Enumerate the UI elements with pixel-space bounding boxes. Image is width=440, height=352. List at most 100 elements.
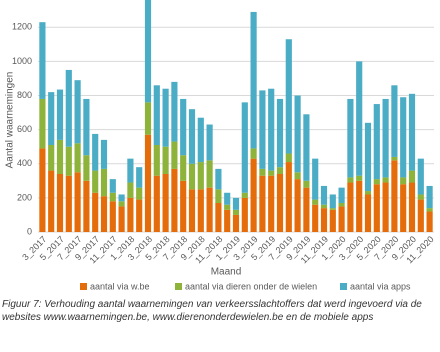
bar-segment (408, 170, 416, 183)
bar-segment (268, 175, 275, 232)
bar-segment (162, 146, 169, 174)
bar-segment (241, 102, 248, 193)
bar-segment (400, 97, 407, 178)
bar-segment (373, 179, 380, 185)
bar-segment (144, 102, 152, 135)
y-tick-label: 600 (17, 124, 32, 134)
bar-segment (136, 199, 143, 232)
bar-segment (188, 189, 196, 232)
bar-segment (356, 61, 363, 176)
bar-segment (382, 98, 389, 178)
bar-segment (391, 85, 398, 157)
bar-segment (347, 98, 354, 178)
bar-segment (329, 209, 336, 232)
bar-segment (180, 155, 187, 181)
bar-segment (56, 139, 64, 174)
chart: Aantal waarnemingen Maand 0 200 400 600 800 1… (5, 0, 436, 291)
bar-segment (276, 174, 284, 232)
bar-segment (118, 206, 125, 232)
bar-segment (303, 180, 310, 188)
bar-segment (294, 172, 301, 180)
bar-segment (100, 168, 108, 197)
bar-segment (232, 209, 240, 215)
bar-segment (329, 208, 336, 210)
bar-segment (215, 168, 222, 190)
bar-segment (188, 163, 196, 190)
bar-segment (364, 194, 372, 232)
bar-segment (48, 145, 55, 171)
bar-segment (188, 109, 196, 164)
bar-segment (153, 175, 160, 232)
bar-segment (83, 180, 90, 232)
bar-segment (100, 196, 108, 232)
bar-segment (162, 88, 169, 147)
bar-segment (74, 172, 81, 232)
bar-segment (224, 192, 231, 205)
bar-segment (206, 160, 213, 188)
bar-segment (92, 192, 99, 232)
bar-segment (320, 208, 328, 232)
bar-segment (224, 209, 231, 232)
bar-segment (74, 80, 81, 144)
bar-segment (127, 197, 134, 232)
bar-segment (426, 211, 433, 232)
bar-segment (312, 204, 319, 232)
bar-segment (109, 192, 116, 202)
bar-segment (65, 69, 72, 147)
bar-segment (109, 179, 116, 193)
bar-segment (180, 180, 187, 232)
bar-segment (294, 179, 301, 232)
legend-label: aantal via apps (350, 281, 411, 291)
bar-segment (338, 187, 345, 203)
bar-segment (259, 175, 266, 232)
bar-segment (408, 93, 416, 171)
bar-segment (197, 162, 204, 190)
bar-segment (329, 194, 336, 209)
bar-segment (250, 148, 257, 159)
bar-segment (56, 174, 64, 232)
bar-segment (276, 98, 284, 168)
bar-segment (118, 201, 125, 207)
bar-segment (373, 184, 380, 232)
bar-segment (136, 187, 143, 200)
bar-segment (347, 177, 354, 183)
bar-segment (65, 146, 72, 176)
legend-label: aantal via dieren onder de wielen (185, 281, 317, 291)
bar-segment (382, 182, 389, 232)
bar-segment (83, 98, 90, 156)
x-axis-title: Maand (211, 267, 242, 278)
bar-segment (144, 0, 152, 103)
bar-segment (391, 160, 398, 232)
bar-segment (259, 90, 266, 169)
bar-segment (224, 204, 231, 210)
bar-segment (285, 153, 292, 163)
bar-segment (408, 182, 416, 232)
bar-segment (356, 175, 363, 181)
bar-segment (39, 98, 46, 149)
bar-segment (127, 158, 134, 183)
bar-segment (382, 177, 389, 183)
bar-segment (153, 85, 160, 145)
bar-segment (215, 203, 222, 232)
bar-segment (127, 182, 134, 198)
bar-segment (48, 92, 55, 145)
bar-segment (171, 141, 178, 169)
bar-segment (426, 208, 433, 212)
legend-swatch (80, 283, 87, 290)
bar-segment (356, 180, 363, 232)
y-tick-label: 1000 (12, 56, 32, 66)
bar-segment (364, 122, 372, 192)
bar-segment (259, 168, 266, 176)
bar-segment (197, 189, 204, 232)
bar-segment (206, 124, 213, 161)
bar-segment (92, 170, 99, 193)
bar-segment (39, 148, 46, 232)
legend-label: aantal via w.be (90, 281, 150, 291)
bar-segment (48, 170, 55, 232)
bar-segment (285, 39, 292, 154)
bar-segment (171, 81, 178, 142)
bar-segment (162, 174, 169, 232)
bar-segment (118, 194, 125, 202)
bar-segment (285, 162, 292, 232)
